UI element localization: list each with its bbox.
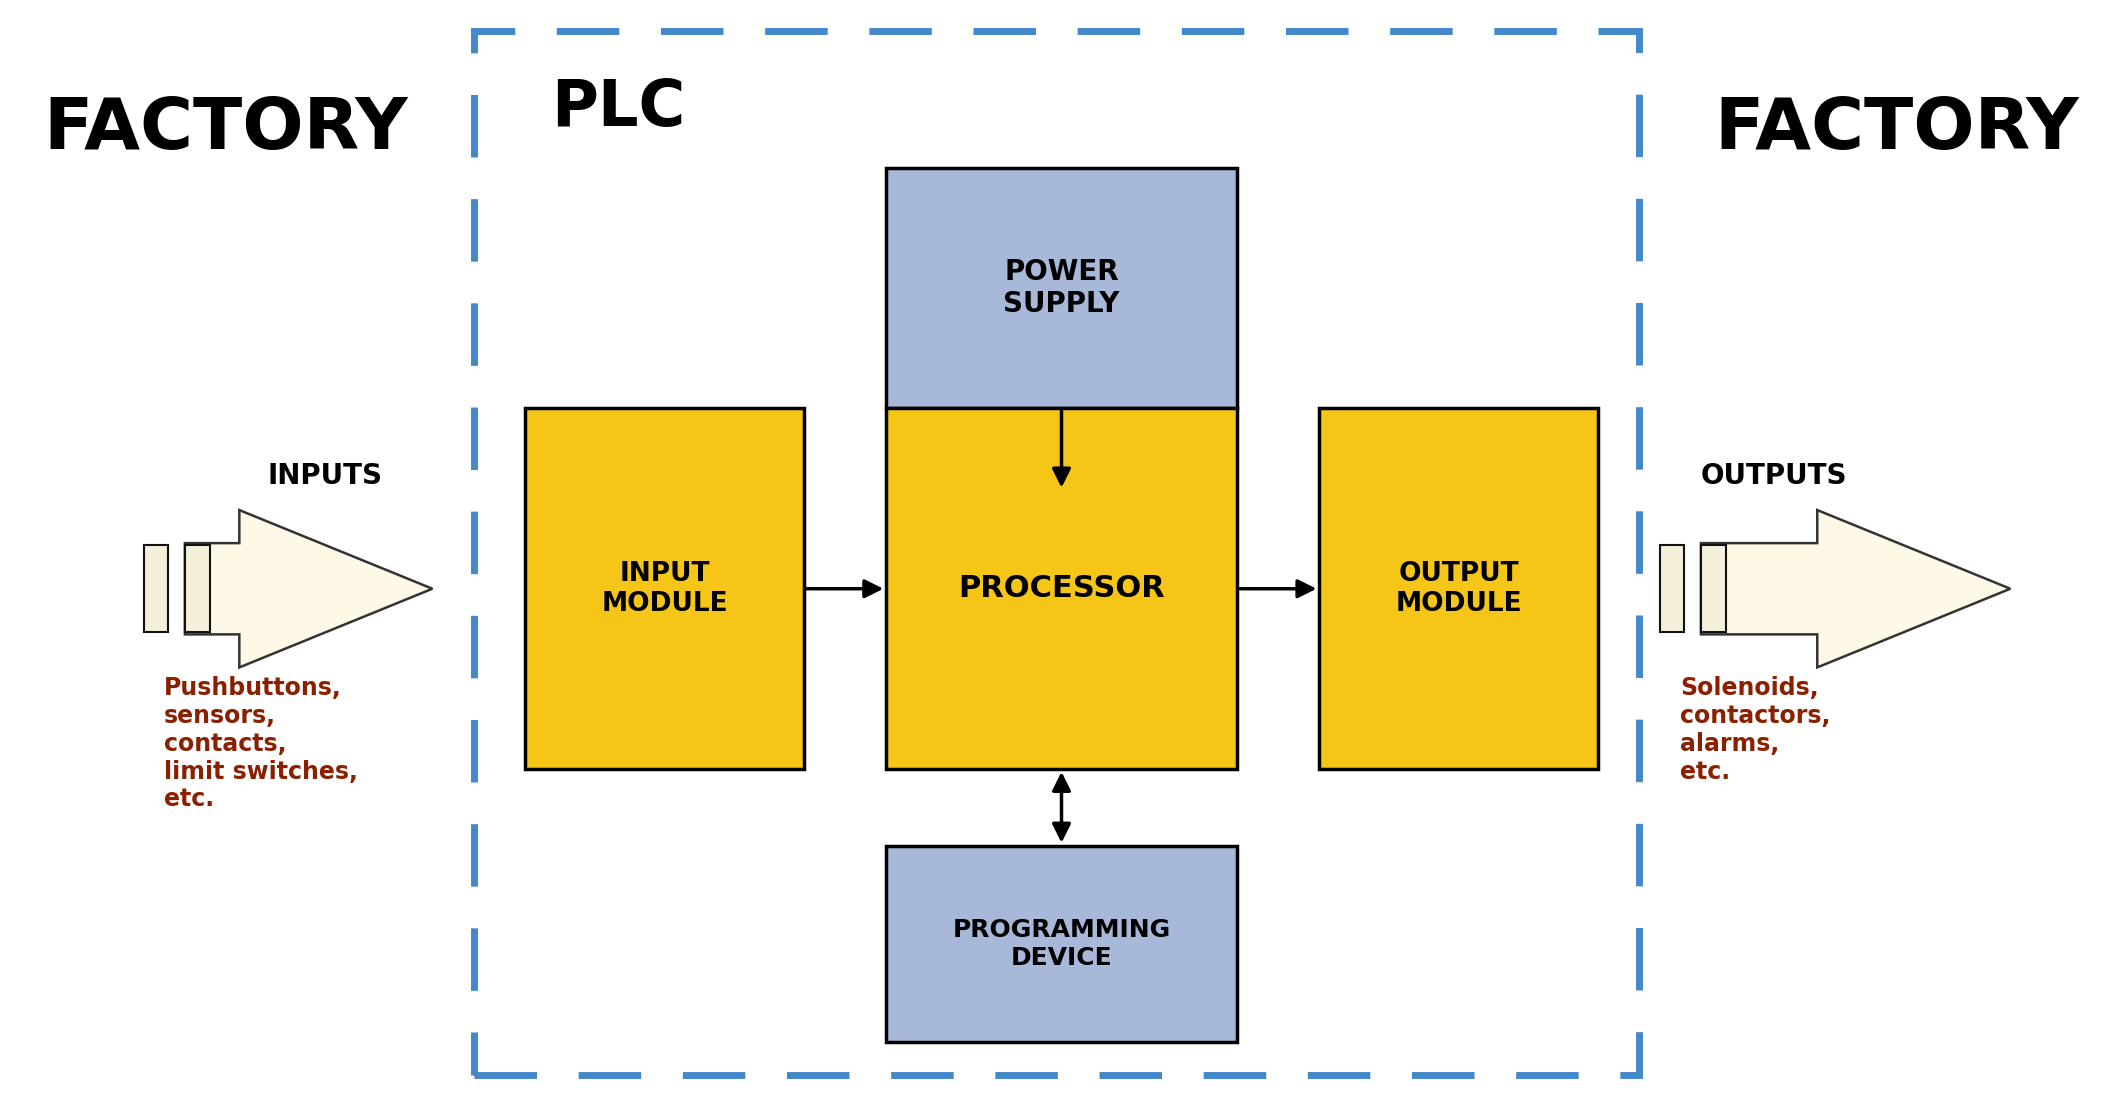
Text: OUTPUT
MODULE: OUTPUT MODULE bbox=[1395, 560, 1522, 617]
Polygon shape bbox=[1701, 510, 2010, 667]
Bar bbox=[885, 168, 1238, 408]
Text: Pushbuttons,
sensors,
contacts,
limit switches,
etc.: Pushbuttons, sensors, contacts, limit sw… bbox=[163, 676, 359, 811]
Bar bbox=[1701, 545, 1726, 632]
Bar bbox=[473, 32, 1639, 1075]
Text: FACTORY: FACTORY bbox=[1715, 96, 2078, 164]
Text: Solenoids,
contactors,
alarms,
etc.: Solenoids, contactors, alarms, etc. bbox=[1679, 676, 1830, 784]
Bar bbox=[524, 408, 805, 768]
Text: PROGRAMMING
DEVICE: PROGRAMMING DEVICE bbox=[953, 918, 1170, 970]
Text: POWER
SUPPLY: POWER SUPPLY bbox=[1004, 258, 1119, 318]
Bar bbox=[885, 408, 1238, 768]
Polygon shape bbox=[185, 510, 433, 667]
Text: FACTORY: FACTORY bbox=[45, 96, 408, 164]
Text: PROCESSOR: PROCESSOR bbox=[957, 575, 1166, 603]
Text: INPUTS: INPUTS bbox=[267, 462, 382, 490]
Text: OUTPUTS: OUTPUTS bbox=[1701, 462, 1847, 490]
Text: INPUT
MODULE: INPUT MODULE bbox=[601, 560, 728, 617]
Text: PLC: PLC bbox=[550, 77, 686, 139]
Bar bbox=[185, 545, 210, 632]
Bar bbox=[1660, 545, 1684, 632]
Bar bbox=[1318, 408, 1599, 768]
Bar bbox=[144, 545, 168, 632]
Bar bbox=[885, 846, 1238, 1043]
